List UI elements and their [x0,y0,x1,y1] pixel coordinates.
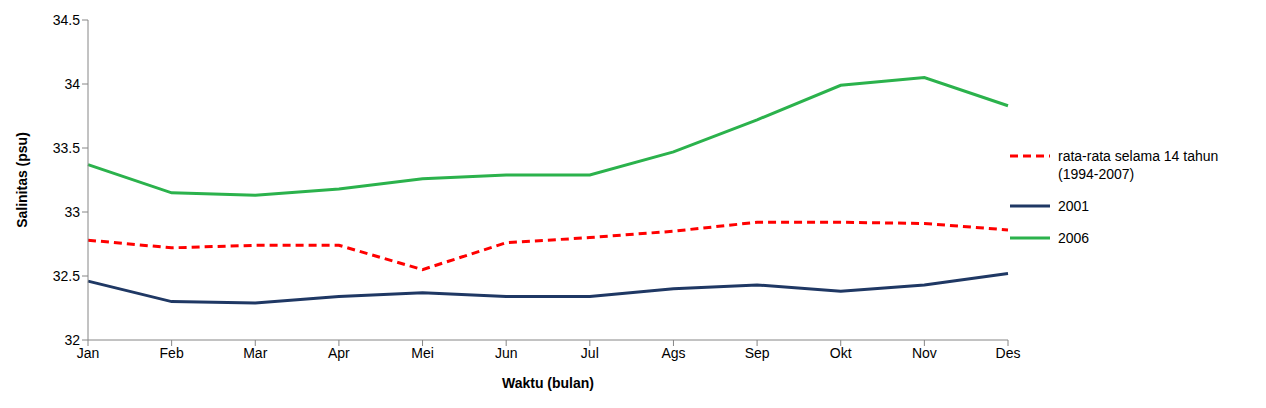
svg-text:Jul: Jul [581,345,599,361]
svg-text:32: 32 [64,332,80,348]
svg-text:34.5: 34.5 [53,12,80,28]
svg-text:33.5: 33.5 [53,140,80,156]
svg-text:Ags: Ags [661,345,685,361]
svg-text:Apr: Apr [328,345,350,361]
svg-text:Salinitas (psu): Salinitas (psu) [14,132,30,228]
svg-text:Jan: Jan [77,345,100,361]
svg-text:Sep: Sep [745,345,770,361]
html-text:2006: 2006 [1058,230,1090,246]
svg-text:32.5: 32.5 [53,268,80,284]
svg-text:33: 33 [64,204,80,220]
svg-text:Jun: Jun [495,345,518,361]
svg-text:Okt: Okt [830,345,852,361]
svg-text:Mar: Mar [243,345,267,361]
svg-text:Nov: Nov [912,345,937,361]
svg-text:Feb: Feb [160,345,184,361]
html-text:2001: 2001 [1058,198,1090,214]
svg-text:Mei: Mei [411,345,434,361]
svg-text:34: 34 [64,76,80,92]
svg-text:Waktu (bulan): Waktu (bulan) [502,375,594,391]
svg-text:Des: Des [996,345,1021,361]
html-text:rata-rata selama 14 tahun (199: rata-rata selama 14 tahun (1994-2007) [1058,148,1219,182]
